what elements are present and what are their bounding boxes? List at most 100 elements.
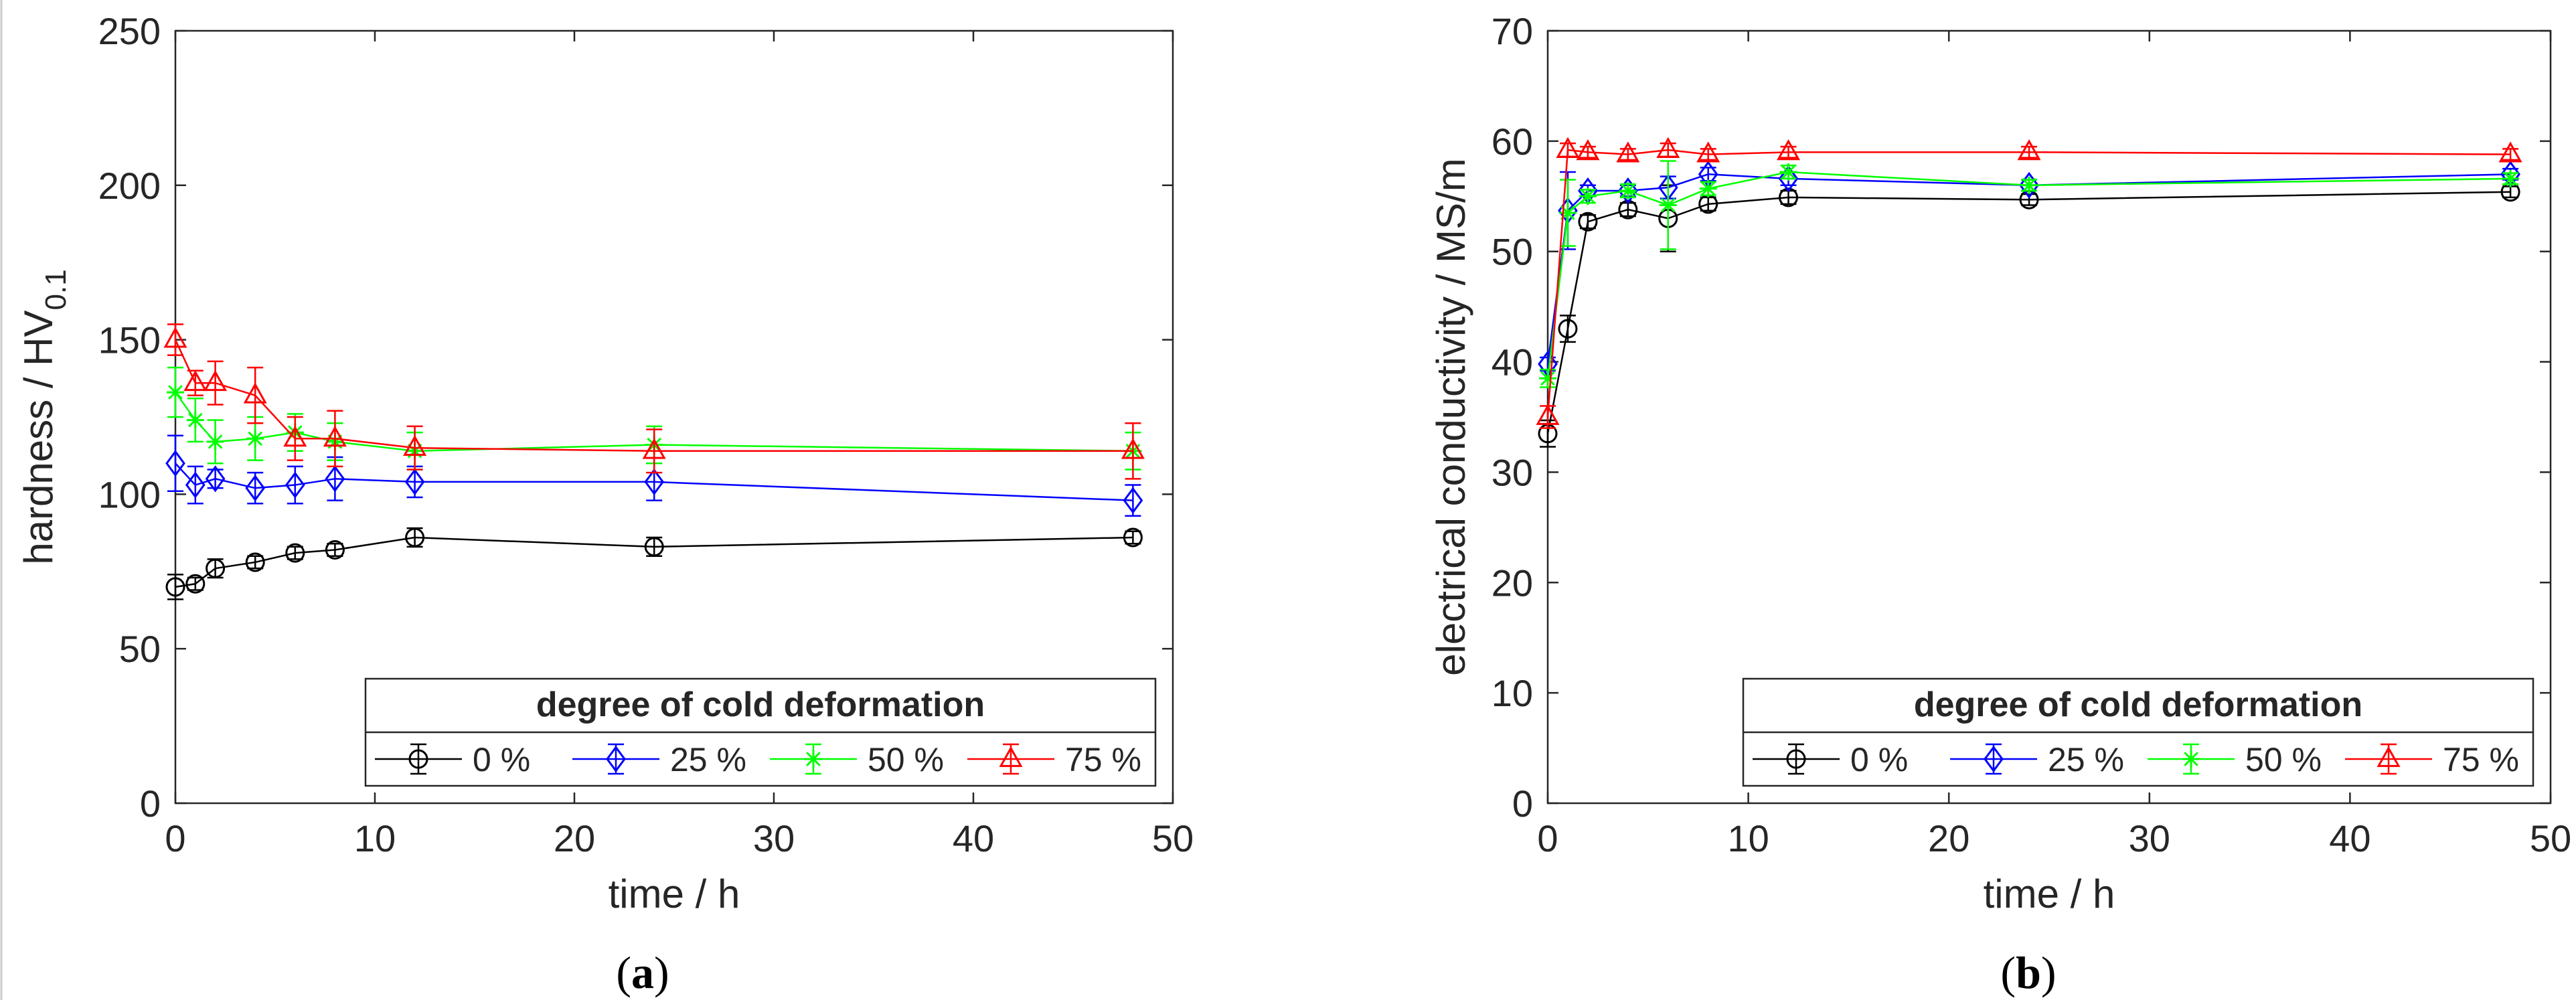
x-tick-label: 0	[165, 817, 185, 859]
data-point	[323, 425, 347, 447]
legend-entry-label: 0 %	[473, 741, 530, 778]
x-tick-label: 30	[2129, 817, 2170, 859]
y-tick-label: 20	[1492, 562, 1533, 604]
error-bar	[1780, 145, 1797, 159]
legend-entry-label: 75 %	[1065, 741, 1141, 778]
data-point	[404, 468, 425, 496]
data-point	[285, 543, 305, 563]
data-point	[1123, 487, 1143, 514]
legend-marker	[805, 750, 822, 768]
data-point	[185, 574, 206, 594]
error-bar	[2021, 145, 2038, 159]
data-point	[1123, 527, 1143, 548]
data-point	[2502, 169, 2520, 187]
y-tick-label: 0	[140, 782, 161, 825]
data-point	[185, 471, 206, 499]
caption-open-paren: (	[616, 947, 631, 998]
legend-entry-label: 75 %	[2443, 741, 2519, 778]
data-point	[1618, 199, 1638, 220]
y-axis-label-main: hardness / HV	[16, 310, 61, 564]
data-point	[1558, 204, 1577, 222]
error-bar	[327, 410, 343, 468]
data-point	[206, 558, 226, 578]
y-tick-label: 200	[98, 165, 161, 207]
y-tick-label: 50	[1492, 231, 1533, 273]
data-point	[1656, 137, 1680, 158]
panel-a: 0 10 20 30 40 50 0 50 100 150 200 250 time / h hardne…	[16, 10, 1194, 998]
y-tick-label: 100	[98, 473, 161, 515]
error-bar	[1125, 422, 1141, 480]
panel-b: 0 10 20 30 40 50 0 10 20 30 40 50 60 70 time / h electr…	[1429, 10, 2571, 998]
y-tick-label: 10	[1492, 672, 1533, 714]
x-tick-label: 30	[753, 817, 795, 859]
data-point	[165, 450, 185, 477]
data-point	[1578, 212, 1598, 232]
data-point	[245, 552, 265, 572]
legend-marker	[606, 745, 626, 773]
data-point	[245, 475, 266, 502]
x-axis-label: time / h	[1984, 871, 2115, 916]
legend-error-bar	[1788, 743, 1804, 775]
legend-title: degree of cold deformation	[1914, 685, 2362, 724]
y-tick-label: 50	[119, 628, 161, 670]
data-point	[183, 369, 208, 392]
data-point	[644, 537, 664, 557]
legend-error-bar	[1986, 743, 2002, 775]
legend-error-bar	[608, 743, 624, 775]
data-point	[1536, 404, 1560, 425]
data-point	[325, 465, 345, 493]
data-point	[1778, 165, 1799, 192]
legend-marker	[1984, 745, 2004, 773]
data-point	[1121, 438, 1145, 459]
x-tick-label: 10	[354, 817, 396, 859]
data-point	[243, 382, 267, 404]
caption-letter: a	[631, 947, 654, 998]
x-tick-label: 10	[1727, 817, 1769, 859]
data-point	[285, 471, 305, 499]
data-point	[1699, 179, 1717, 197]
data-point	[205, 465, 226, 493]
data-point	[1619, 182, 1637, 200]
legend-entry-label: 25 %	[2048, 741, 2124, 778]
y-tick-label: 60	[1492, 120, 1533, 163]
error-bar	[207, 469, 224, 489]
legend-entry-label: 50 %	[868, 741, 944, 778]
caption-close-paren: )	[2041, 947, 2057, 998]
y-axis-label: electrical conductivity / MS/m	[1429, 158, 1473, 676]
series-50-pct	[1539, 160, 2520, 388]
error-bar	[646, 428, 663, 474]
data-point	[1659, 196, 1677, 214]
legend-marker	[1786, 749, 1806, 769]
data-point	[163, 327, 187, 348]
error-bar	[1619, 148, 1636, 161]
data-point	[186, 411, 204, 429]
data-point	[1777, 139, 1801, 161]
y-axis-label-subscript: 0.1	[39, 269, 72, 310]
y-tick-label: 40	[1492, 341, 1533, 384]
y-tick-label: 250	[98, 10, 161, 52]
caption-open-paren: (	[2000, 947, 2016, 998]
data-point	[1576, 139, 1600, 161]
data-point	[2019, 171, 2039, 199]
y-tick-label: 150	[98, 319, 161, 361]
error-bar	[2502, 148, 2519, 161]
series-75-pct	[1536, 137, 2522, 429]
data-point	[1556, 137, 1580, 158]
caption-close-paren: )	[654, 947, 669, 998]
data-point	[1779, 163, 1797, 181]
legend-entry-label: 25 %	[670, 741, 746, 778]
data-point	[165, 577, 185, 597]
x-tick-label: 40	[953, 817, 994, 859]
panel-caption: (b)	[2000, 947, 2056, 998]
data-point	[405, 527, 425, 548]
error-bar	[247, 366, 264, 424]
legend-marker	[408, 749, 428, 769]
y-axis-label: hardness / HV0.1	[16, 269, 72, 564]
data-point	[325, 539, 345, 560]
data-point	[2498, 141, 2522, 163]
legend-title: degree of cold deformation	[536, 685, 985, 724]
error-bar	[1700, 148, 1716, 161]
data-point	[1696, 141, 1720, 163]
